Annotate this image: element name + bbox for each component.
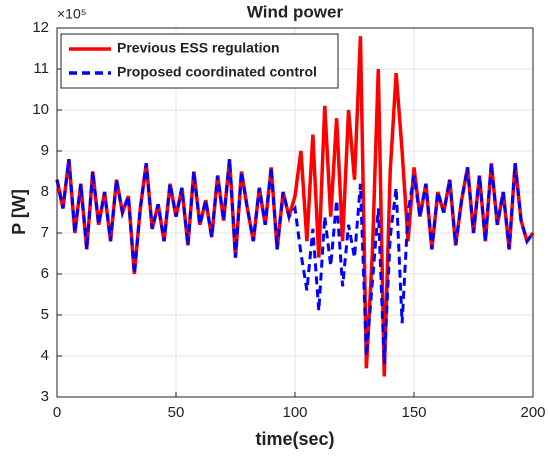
- y-tick-label: 11: [33, 60, 49, 77]
- chart-title: Wind power: [247, 2, 344, 21]
- x-axis-label: time(sec): [255, 429, 334, 449]
- y-tick-label: 10: [32, 101, 49, 118]
- y-multiplier: ×10⁵: [57, 6, 87, 22]
- legend-box: [60, 33, 339, 89]
- x-tick-label: 0: [53, 404, 61, 421]
- legend-label: Previous ESS regulation: [117, 40, 280, 56]
- x-tick-label: 150: [401, 404, 426, 421]
- y-tick-label: 8: [41, 183, 49, 200]
- legend-label: Proposed coordinated control: [117, 64, 317, 80]
- y-tick-label: 7: [41, 224, 49, 241]
- x-tick-label: 50: [168, 404, 185, 421]
- plot-frame: [56, 27, 534, 398]
- y-tick-label: 9: [41, 142, 49, 159]
- y-tick-label: 5: [41, 306, 49, 323]
- x-tick-label: 200: [520, 404, 545, 421]
- series-line: [55, 159, 535, 365]
- y-tick-label: 6: [41, 265, 49, 282]
- y-tick-label: 4: [41, 347, 49, 364]
- y-axis-label: P [W]: [9, 189, 29, 235]
- y-tick-label: 12: [32, 19, 49, 36]
- x-tick-label: 100: [282, 404, 307, 421]
- y-tick-label: 3: [41, 388, 49, 405]
